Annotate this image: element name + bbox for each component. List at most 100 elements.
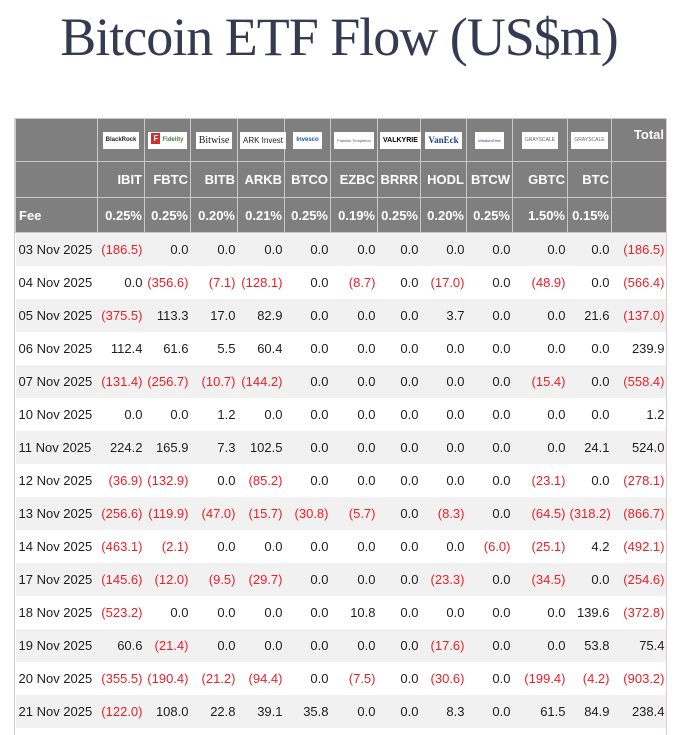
grayscale-logo-icon: GRAYSCALE: [521, 131, 559, 149]
page-title: Bitcoin ETF Flow (US$m): [60, 7, 619, 67]
fee-value: 0.20%: [190, 197, 238, 233]
table-row: 05 Nov 2025 (375.5) 113.3 17.0 82.9 0.0 0.0 0.0…: [15, 299, 667, 332]
flow-cell: 0.0: [237, 398, 285, 431]
bitwise-logo-icon: Bitwise: [195, 131, 233, 149]
flow-cell: (144.2): [237, 365, 285, 398]
flow-cell: (256.6): [97, 497, 145, 530]
flow-cell: 102.5: [237, 431, 285, 464]
table-right-border: [666, 118, 667, 735]
flow-cell: (7.5): [330, 662, 378, 695]
total-cell: (137.0): [611, 299, 667, 332]
total-cell: (254.6): [611, 563, 667, 596]
flow-cell: 0.0: [190, 596, 238, 629]
etf-flow-table: BlackRock F Fidelity Bitwise ARK Invest I…: [15, 118, 667, 728]
flow-cell: 0.0: [377, 596, 421, 629]
date-cell: 14 Nov 2025: [15, 530, 98, 563]
total-cell: (558.4): [611, 365, 667, 398]
total-cell: (903.2): [611, 662, 667, 695]
flow-cell: 0.0: [144, 596, 191, 629]
flow-cell: (21.4): [144, 629, 191, 662]
flow-cell: 0.0: [330, 232, 378, 266]
date-cell: 19 Nov 2025: [15, 629, 98, 662]
flow-cell: (186.5): [97, 232, 145, 266]
flow-cell: 0.0: [466, 232, 513, 266]
flow-cell: 35.8: [284, 695, 331, 728]
flow-cell: (34.5): [512, 563, 568, 596]
fee-value: 0.21%: [237, 197, 285, 233]
flow-cell: (94.4): [237, 662, 285, 695]
ticker-header: EZBC: [330, 161, 378, 198]
flow-cell: (6.0): [466, 530, 513, 563]
flow-cell: (12.0): [144, 563, 191, 596]
flow-cell: 8.3: [420, 695, 467, 728]
table-row: 10 Nov 2025 0.0 0.0 1.2 0.0 0.0 0.0 0.0 0.0 0.0 0.…: [15, 398, 667, 431]
flow-cell: 0.0: [420, 398, 467, 431]
date-cell: 13 Nov 2025: [15, 497, 98, 530]
fee-value: 0.25%: [284, 197, 331, 233]
flow-cell: 53.8: [567, 629, 612, 662]
flow-cell: 0.0: [377, 497, 421, 530]
flow-cell: 0.0: [284, 398, 331, 431]
flow-cell: 0.0: [190, 464, 238, 497]
flow-cell: 3.7: [420, 299, 467, 332]
flow-cell: 0.0: [512, 596, 568, 629]
flow-cell: (15.7): [237, 497, 285, 530]
flow-cell: (128.1): [237, 266, 285, 299]
flow-cell: 0.0: [466, 266, 513, 299]
flow-cell: 0.0: [284, 629, 331, 662]
ticker-header: ARKB: [237, 161, 285, 198]
flow-cell: (30.6): [420, 662, 467, 695]
total-cell: (866.7): [611, 497, 667, 530]
fee-value: 1.50%: [512, 197, 568, 233]
total-cell: (186.5): [611, 232, 667, 266]
ticker-header: BTCO: [284, 161, 331, 198]
flow-cell: 5.5: [190, 332, 238, 365]
flow-cell: 0.0: [466, 365, 513, 398]
flow-cell: 0.0: [567, 266, 612, 299]
table-row: 20 Nov 2025 (355.5) (190.4) (21.2) (94.4) 0.0…: [15, 662, 667, 695]
date-cell: 03 Nov 2025: [15, 232, 98, 266]
flow-cell: 0.0: [567, 332, 612, 365]
date-cell: 18 Nov 2025: [15, 596, 98, 629]
table-row: 14 Nov 2025 (463.1) (2.1) 0.0 0.0 0.0 0.0 0.0 0.…: [15, 530, 667, 563]
flow-cell: 0.0: [466, 332, 513, 365]
flow-cell: 0.0: [466, 563, 513, 596]
flow-cell: 0.0: [466, 464, 513, 497]
flow-cell: 0.0: [567, 365, 612, 398]
flow-cell: 0.0: [284, 299, 331, 332]
fidelity-logo-icon: F Fidelity: [148, 131, 187, 149]
table-row: 03 Nov 2025 (186.5) 0.0 0.0 0.0 0.0 0.0 0.0 0.0 0…: [15, 232, 667, 266]
date-cell: 04 Nov 2025: [15, 266, 98, 299]
ticker-header: BTC: [567, 161, 612, 198]
flow-cell: (15.4): [512, 365, 568, 398]
flow-cell: 0.0: [237, 629, 285, 662]
flow-cell: 60.4: [237, 332, 285, 365]
flow-cell: (4.2): [567, 662, 612, 695]
fee-value: 0.25%: [466, 197, 513, 233]
invesco-logo-icon: Invesco: [293, 131, 322, 149]
flow-cell: 0.0: [420, 332, 467, 365]
flow-cell: 0.0: [237, 596, 285, 629]
flow-cell: (199.4): [512, 662, 568, 695]
flow-cell: 0.0: [420, 530, 467, 563]
flow-cell: 0.0: [420, 365, 467, 398]
flow-cell: 0.0: [377, 530, 421, 563]
flow-cell: 0.0: [377, 332, 421, 365]
flow-cell: 112.4: [97, 332, 145, 365]
flow-cell: (48.9): [512, 266, 568, 299]
ticker-header: BTCW: [466, 161, 513, 198]
flow-cell: 39.1: [237, 695, 285, 728]
flow-cell: 0.0: [330, 530, 378, 563]
date-cell: 20 Nov 2025: [15, 662, 98, 695]
flow-cell: 0.0: [144, 398, 191, 431]
ticker-header: IBIT: [97, 161, 145, 198]
date-cell: 06 Nov 2025: [15, 332, 98, 365]
wisdomtree-logo-icon: WisdomTree: [475, 131, 504, 149]
flow-cell: (5.7): [330, 497, 378, 530]
flow-cell: (17.6): [420, 629, 467, 662]
flow-cell: (132.9): [144, 464, 191, 497]
valkyrie-logo-icon: VALKYRIE: [380, 131, 421, 149]
flow-cell: (375.5): [97, 299, 145, 332]
flow-cell: (21.2): [190, 662, 238, 695]
flow-cell: 61.5: [512, 695, 568, 728]
